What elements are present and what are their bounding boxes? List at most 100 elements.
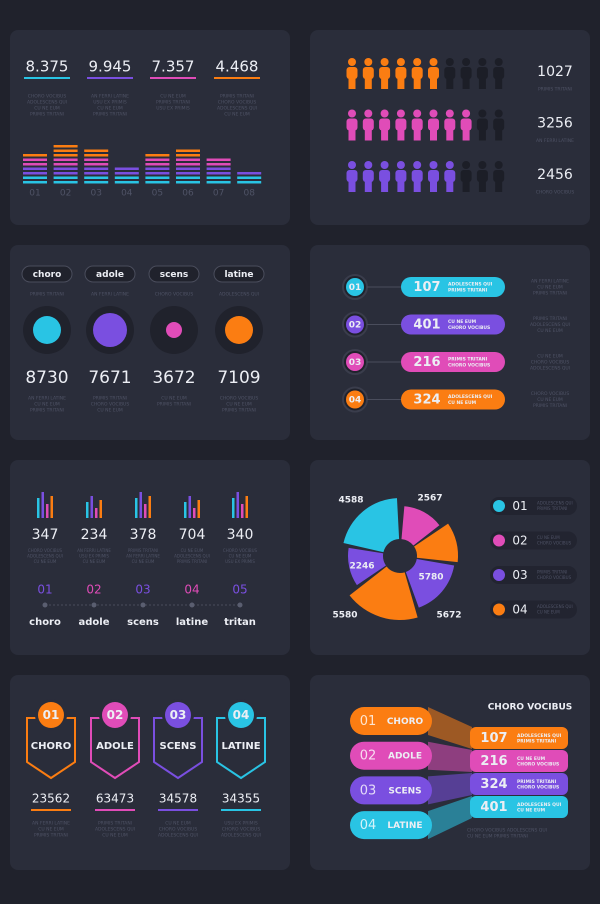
- bar-stripe: [206, 167, 231, 170]
- person-icon: [379, 161, 391, 192]
- head: [429, 58, 438, 66]
- circle-dot: [166, 322, 182, 338]
- head: [462, 58, 471, 66]
- bar-stripe: [114, 176, 139, 179]
- legs: [397, 180, 405, 192]
- people-value: 2456: [537, 167, 573, 183]
- legs: [478, 180, 486, 192]
- caption-line: CU NE EUM: [224, 112, 250, 118]
- bar-stripe: [53, 145, 78, 148]
- legend-pill: [490, 600, 577, 619]
- legend-number: 01: [512, 499, 527, 513]
- panel: [310, 245, 590, 440]
- bar-stripe: [23, 158, 47, 161]
- head: [364, 58, 373, 66]
- item-number: 04: [184, 583, 199, 597]
- head: [364, 161, 373, 169]
- num-dot: [346, 278, 364, 296]
- timeline-dot: [42, 602, 48, 608]
- bar-stripe: [176, 154, 200, 157]
- mini-bar: [41, 492, 44, 518]
- body: [476, 67, 488, 79]
- badge-label: SCENS: [160, 741, 197, 752]
- bar-stripe: [84, 154, 109, 157]
- head: [364, 109, 373, 118]
- bar-stripe: [206, 158, 231, 161]
- person-icon: [493, 58, 505, 89]
- caption-line: PRIMIS TRITANI: [537, 506, 567, 511]
- person-icon: [346, 109, 358, 141]
- funnel-value: 401: [480, 800, 507, 815]
- caption-line: CU NE EUM: [537, 285, 563, 291]
- bar-label: 08: [243, 189, 255, 199]
- head: [445, 58, 454, 66]
- sub-label: PRIMIS TRITANI: [30, 292, 64, 298]
- person-icon: [395, 58, 407, 89]
- mini-bar: [236, 492, 239, 518]
- caption-line: PRIMIS TRITANI: [30, 112, 64, 118]
- mini-bar: [135, 498, 138, 518]
- bar-stripe: [145, 154, 170, 157]
- caption-line: CU NE EUM: [537, 397, 563, 403]
- body: [476, 118, 488, 131]
- funnel-connector: [428, 707, 472, 749]
- item-value: 704: [179, 527, 206, 543]
- step-value: 216: [413, 355, 440, 370]
- caption-line: PRIMIS TRITANI: [93, 396, 127, 402]
- people-text: CHORO VOCIBUS: [536, 190, 575, 196]
- bar-stripe: [176, 149, 200, 152]
- caption-line: USU EX PRIMIS: [224, 821, 258, 827]
- badge-number: 01: [43, 708, 60, 722]
- badge-outline: [90, 717, 140, 780]
- person-icon: [476, 161, 488, 192]
- pie-segment: [414, 523, 458, 563]
- legs: [381, 128, 389, 141]
- underline: [24, 77, 70, 79]
- funnel-label: LATINE: [387, 821, 422, 831]
- head: [413, 58, 422, 66]
- caption-line: CU NE EUM: [83, 559, 106, 564]
- person-icon: [379, 58, 391, 89]
- funnel-number: 03: [360, 783, 377, 798]
- caption-line: USU EX PRIMIS: [156, 106, 190, 112]
- caption-line: ADOLESCENS QUI: [158, 833, 198, 839]
- body: [411, 170, 423, 182]
- person-icon: [411, 161, 423, 192]
- underline: [221, 809, 261, 811]
- person-icon: [444, 109, 456, 141]
- bar-stripe: [206, 176, 231, 179]
- body: [428, 170, 439, 182]
- bar-stripe: [84, 149, 109, 152]
- pie-segment: [405, 558, 455, 608]
- funnel-number: 04: [360, 818, 377, 833]
- mini-bar: [184, 502, 187, 518]
- head: [348, 161, 356, 169]
- funnel-connector: [428, 796, 472, 840]
- funnel-right: [470, 796, 568, 818]
- caption-line: USU EX PRIMIS: [225, 559, 255, 564]
- body: [346, 67, 358, 79]
- timeline-dot: [91, 602, 97, 608]
- timeline-dot: [189, 602, 195, 608]
- timeline-dot: [237, 602, 243, 608]
- bar-stripe: [176, 172, 200, 175]
- mini-bar: [90, 496, 93, 518]
- mini-bar: [50, 496, 53, 518]
- caption-line: AN FERRI LATINE: [32, 821, 70, 827]
- badge-label: LATINE: [221, 741, 260, 752]
- num-dot: [346, 315, 364, 334]
- person-icon: [460, 58, 472, 89]
- legend-number: 04: [512, 603, 527, 617]
- pie-label: 5580: [332, 611, 357, 621]
- person-icon: [379, 109, 391, 141]
- body: [493, 170, 505, 182]
- badge-label: ADOLE: [96, 741, 134, 752]
- bar-stripe: [237, 176, 262, 179]
- badge-number: 03: [170, 708, 187, 722]
- circle-dot: [33, 316, 61, 344]
- caption-line: CU NE EUM: [38, 827, 64, 833]
- pie-segment: [401, 506, 440, 546]
- caption-line: ADOLESCENS QUI: [537, 501, 573, 506]
- num-dot: [346, 353, 364, 371]
- bar-stripe: [53, 176, 78, 179]
